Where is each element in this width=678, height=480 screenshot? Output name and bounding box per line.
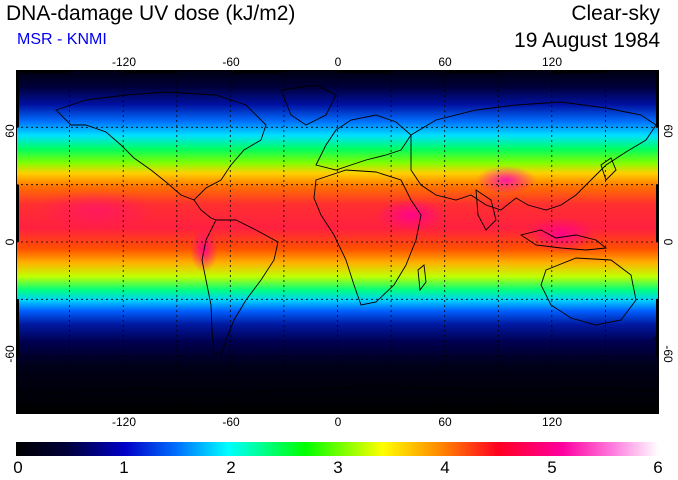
lon-tick-label: -120 bbox=[111, 415, 137, 429]
data-source-label: MSR - KNMI bbox=[17, 31, 107, 48]
lon-tick-label: 120 bbox=[541, 55, 563, 69]
lon-tick-label: 0 bbox=[334, 415, 342, 429]
colorbar-label: 3 bbox=[333, 458, 343, 477]
sky-condition-label: Clear-sky bbox=[571, 2, 660, 25]
colorbar bbox=[16, 442, 659, 456]
date-label: 19 August 1984 bbox=[514, 29, 660, 52]
lat-tick-label: -60 bbox=[661, 345, 675, 363]
colorbar-label: 2 bbox=[226, 458, 236, 477]
pacific-hotspot bbox=[36, 190, 156, 230]
lon-tick-label: -60 bbox=[222, 55, 240, 69]
arabia-hotspot bbox=[376, 199, 446, 231]
lat-tick-label: 60 bbox=[661, 124, 675, 138]
lat-tick-label: 0 bbox=[661, 238, 675, 246]
uv-dose-map bbox=[16, 70, 659, 414]
lat-tick-label: -60 bbox=[3, 345, 17, 363]
lat-tick-label: 0 bbox=[3, 238, 17, 246]
lon-tick-label: -120 bbox=[111, 55, 137, 69]
coastlines bbox=[16, 84, 659, 396]
colorbar-gradient bbox=[16, 442, 659, 456]
map-title: DNA-damage UV dose (kJ/m2) bbox=[6, 2, 296, 25]
tibet-hotspot bbox=[476, 166, 536, 194]
indonesia-hotspot bbox=[526, 217, 596, 253]
lon-tick-label: 60 bbox=[438, 415, 452, 429]
lon-tick-label: 120 bbox=[541, 415, 563, 429]
colorbar-label: 5 bbox=[547, 458, 557, 477]
lon-tick-label: -60 bbox=[222, 415, 240, 429]
colorbar-label: 6 bbox=[653, 458, 663, 477]
lon-tick-label: 60 bbox=[438, 55, 452, 69]
lat-tick-label: 60 bbox=[3, 124, 17, 138]
graticule bbox=[16, 70, 659, 414]
colorbar-label: 0 bbox=[13, 458, 23, 477]
colorbar-label: 1 bbox=[119, 458, 129, 477]
colorbar-label: 4 bbox=[440, 458, 450, 477]
lon-tick-label: 0 bbox=[334, 55, 342, 69]
map-border bbox=[16, 70, 659, 414]
